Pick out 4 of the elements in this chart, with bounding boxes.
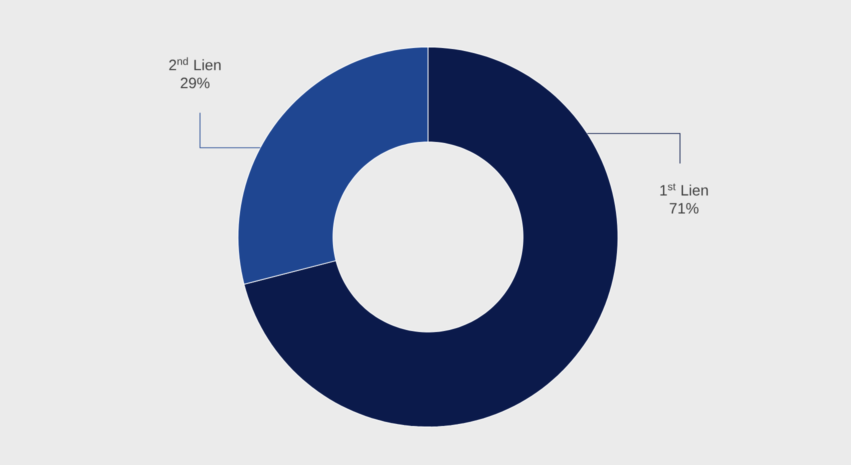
data-label: 71% (670, 203, 698, 214)
slice-label: 2$^{nd}$ Lien (169, 57, 221, 70)
data-label: 29% (180, 78, 210, 88)
slice-label: 1$^{st}$ Lien (660, 183, 708, 196)
